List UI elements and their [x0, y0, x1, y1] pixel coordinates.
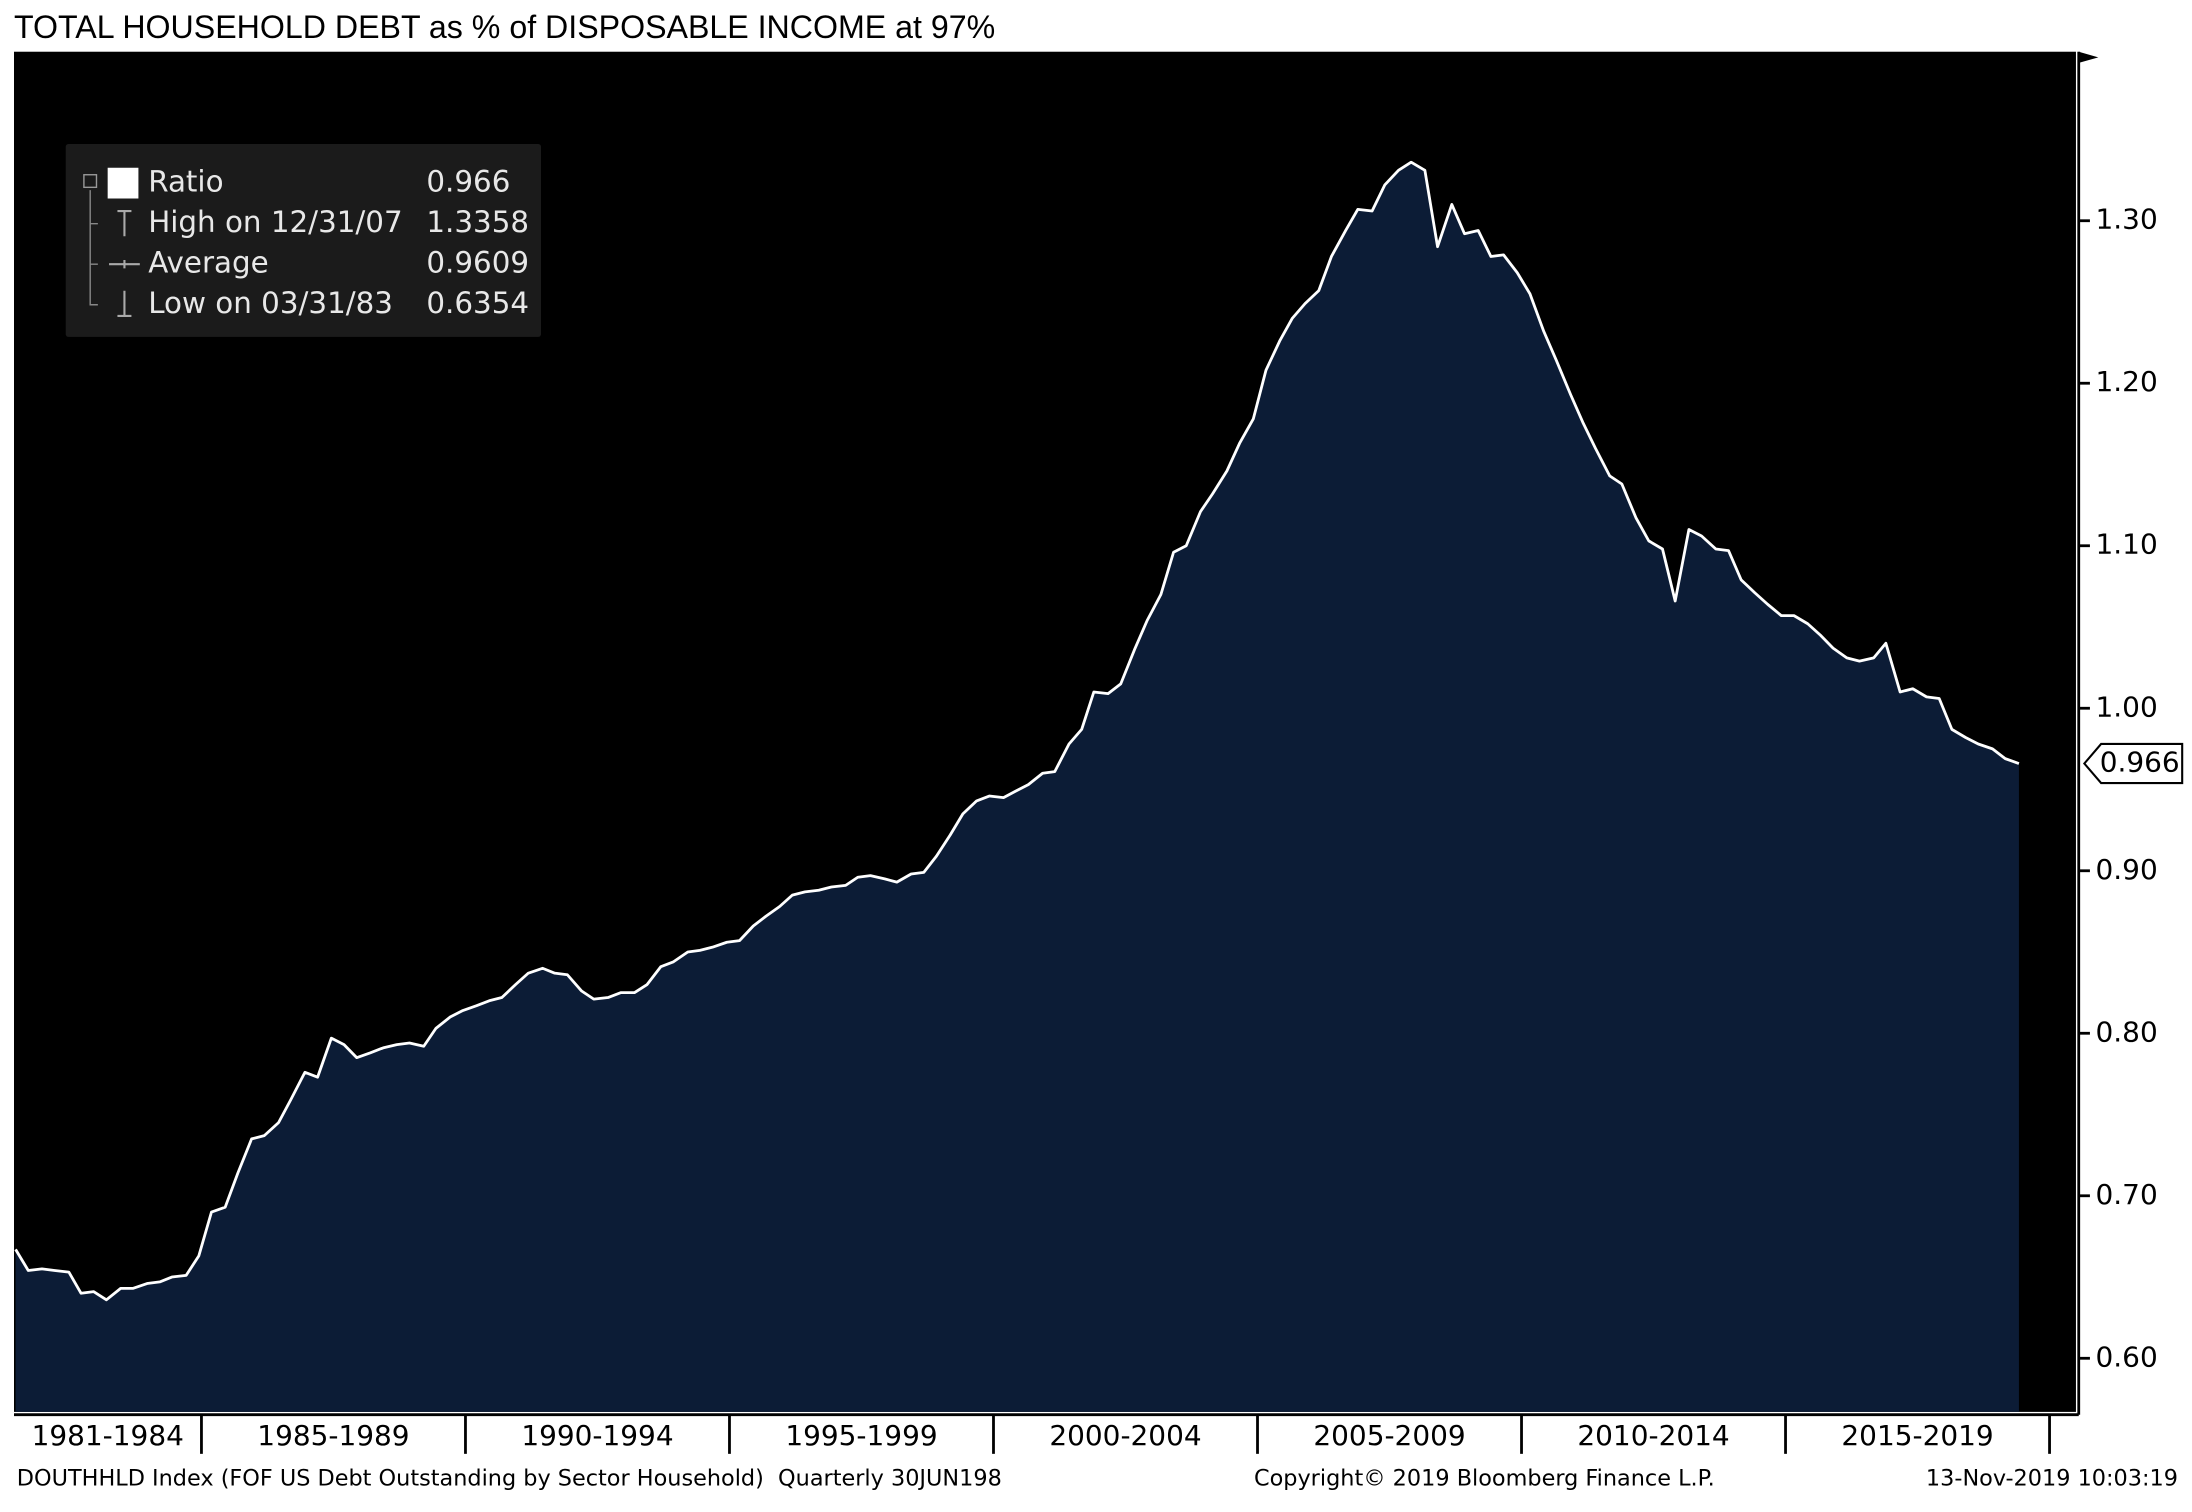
footer-middle: Copyright© 2019 Bloomberg Finance L.P. — [1254, 1466, 1715, 1492]
chart-title: TOTAL HOUSEHOLD DEBT as % of DISPOSABLE … — [14, 9, 995, 45]
x-tick-label: 1995-1999 — [785, 1419, 937, 1452]
legend-icon-avg — [109, 260, 140, 269]
area — [15, 162, 2019, 1412]
legend-box — [65, 143, 542, 337]
legend-swatch — [107, 167, 139, 199]
x-tick-label: 1985-1989 — [257, 1419, 409, 1452]
legend-name: Average — [148, 246, 269, 280]
legend-tree-toggle — [83, 174, 98, 189]
legend-value: 0.9609 — [426, 246, 529, 280]
legend-icon-low — [117, 290, 132, 317]
x-tick-label: 2005-2009 — [1313, 1419, 1465, 1452]
y-tick-label: 0.70 — [2096, 1178, 2158, 1211]
y-tick-label: 1.20 — [2096, 365, 2158, 398]
y-tick-label: 0.90 — [2096, 853, 2158, 886]
legend-name: Low on 03/31/83 — [148, 286, 393, 320]
footer-left: DOUTHHLD Index (FOF US Debt Outstanding … — [17, 1466, 1002, 1492]
legend-value: 0.966 — [426, 165, 510, 199]
legend: Ratio 0.966 High on 12/31/07 1.3358 Average 0… — [65, 143, 542, 337]
legend-name: Ratio — [148, 165, 223, 199]
footer-right: 13-Nov-2019 10:03:19 — [1926, 1466, 2178, 1492]
y-tick-label: 0.60 — [2096, 1340, 2158, 1373]
y-tick-label: 1.30 — [2096, 203, 2158, 236]
last-value-tag — [2082, 742, 2184, 785]
line — [14, 160, 2020, 1302]
legend-icon-high — [117, 210, 132, 237]
last-value-label: 0.966 — [2100, 746, 2180, 779]
axis-arrow — [2078, 51, 2099, 63]
x-tick-label: 2000-2004 — [1049, 1419, 1201, 1452]
legend-name: High on 12/31/07 — [148, 205, 402, 239]
legend-value: 1.3358 — [426, 205, 529, 239]
y-tick-label: 1.10 — [2096, 528, 2158, 561]
x-tick-label: 1990-1994 — [521, 1419, 673, 1452]
x-tick-label: 2010-2014 — [1577, 1419, 1729, 1452]
y-tick-label: 0.80 — [2096, 1015, 2158, 1048]
x-tick-label: 1981-1984 — [32, 1419, 184, 1452]
y-tick-label: 1.00 — [2096, 690, 2158, 723]
legend-value: 0.6354 — [426, 286, 529, 320]
legend-tree — [89, 190, 98, 306]
x-tick-label: 2015-2019 — [1841, 1419, 1993, 1452]
